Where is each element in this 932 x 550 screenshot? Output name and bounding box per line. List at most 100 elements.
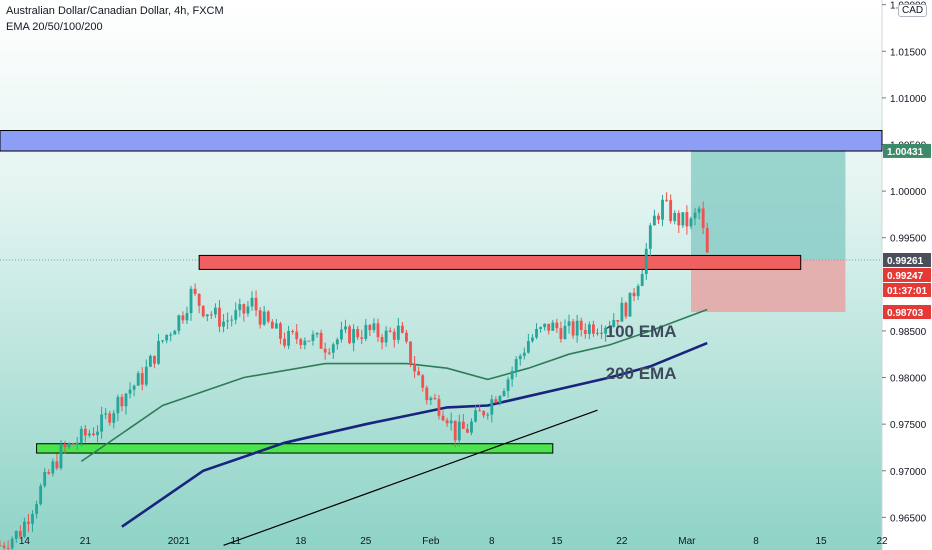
candle-body[interactable] xyxy=(421,375,425,388)
candle-body[interactable] xyxy=(453,420,457,441)
candle-body[interactable] xyxy=(396,325,400,340)
candle-body[interactable] xyxy=(100,414,104,432)
candle-body[interactable] xyxy=(425,387,429,401)
candle-body[interactable] xyxy=(71,443,75,445)
candle-body[interactable] xyxy=(673,212,677,222)
candle-body[interactable] xyxy=(339,329,343,340)
candle-body[interactable] xyxy=(620,302,624,322)
candle-body[interactable] xyxy=(303,340,307,346)
candle-body[interactable] xyxy=(140,373,144,385)
candle-body[interactable] xyxy=(87,433,91,436)
candle-body[interactable] xyxy=(644,248,648,275)
candle-body[interactable] xyxy=(567,321,571,326)
candle-body[interactable] xyxy=(628,292,632,317)
candle-body[interactable] xyxy=(502,391,506,397)
candle-body[interactable] xyxy=(242,304,246,314)
candle-body[interactable] xyxy=(335,339,339,345)
candle-body[interactable] xyxy=(246,306,250,314)
candle-body[interactable] xyxy=(283,338,286,346)
candle-body[interactable] xyxy=(482,411,486,416)
candle-body[interactable] xyxy=(51,461,55,474)
candle-body[interactable] xyxy=(181,315,185,321)
candle-body[interactable] xyxy=(364,324,368,339)
candle-body[interactable] xyxy=(128,389,132,394)
candle-body[interactable] xyxy=(201,305,205,317)
candle-body[interactable] xyxy=(701,208,705,228)
candle-body[interactable] xyxy=(648,225,652,249)
candle-body[interactable] xyxy=(705,227,709,253)
candle-body[interactable] xyxy=(112,413,116,423)
candle-body[interactable] xyxy=(551,322,555,331)
candle-body[interactable] xyxy=(35,504,39,514)
candle-body[interactable] xyxy=(258,310,262,325)
candle-body[interactable] xyxy=(514,359,518,371)
candle-body[interactable] xyxy=(2,545,6,548)
candle-body[interactable] xyxy=(287,330,291,346)
candle-body[interactable] xyxy=(327,352,331,354)
candle-body[interactable] xyxy=(575,320,579,336)
candle-body[interactable] xyxy=(587,324,591,334)
candle-body[interactable] xyxy=(632,292,636,297)
candle-body[interactable] xyxy=(596,332,599,334)
candle-body[interactable] xyxy=(132,385,136,390)
candle-body[interactable] xyxy=(291,330,295,332)
candle-body[interactable] xyxy=(39,485,43,505)
candle-body[interactable] xyxy=(612,320,616,327)
candle-body[interactable] xyxy=(55,461,59,469)
candle-body[interactable] xyxy=(104,413,108,415)
candle-body[interactable] xyxy=(14,530,18,539)
candle-body[interactable] xyxy=(429,397,433,401)
candle-body[interactable] xyxy=(165,334,169,341)
candle-body[interactable] xyxy=(531,337,534,342)
candle-body[interactable] xyxy=(295,331,299,340)
candle-body[interactable] xyxy=(681,212,685,226)
candle-body[interactable] xyxy=(27,521,30,524)
candle-body[interactable] xyxy=(461,421,465,429)
candle-body[interactable] xyxy=(108,413,112,423)
candle-body[interactable] xyxy=(254,297,258,311)
candle-body[interactable] xyxy=(319,332,323,349)
candle-body[interactable] xyxy=(640,274,644,286)
candle-body[interactable] xyxy=(470,421,473,433)
candle-body[interactable] xyxy=(490,399,494,415)
candle-body[interactable] xyxy=(67,443,71,448)
candle-body[interactable] xyxy=(563,325,567,339)
candle-body[interactable] xyxy=(177,315,181,331)
candle-body[interactable] xyxy=(604,327,608,334)
candle-body[interactable] xyxy=(92,433,95,436)
candle-body[interactable] xyxy=(652,215,656,226)
candle-body[interactable] xyxy=(559,328,563,339)
candle-body[interactable] xyxy=(474,410,477,422)
candle-body[interactable] xyxy=(433,397,437,400)
candle-body[interactable] xyxy=(669,200,673,222)
candle-body[interactable] xyxy=(388,330,392,332)
candle-body[interactable] xyxy=(465,428,469,433)
candle-body[interactable] xyxy=(693,212,697,219)
candle-body[interactable] xyxy=(368,324,372,331)
candle-body[interactable] xyxy=(124,393,128,407)
candle-body[interactable] xyxy=(226,320,230,322)
candle-body[interactable] xyxy=(205,314,209,317)
candle-body[interactable] xyxy=(665,199,669,201)
candle-body[interactable] xyxy=(18,530,22,537)
candle-body[interactable] xyxy=(661,199,664,220)
candle-body[interactable] xyxy=(547,323,551,331)
candle-body[interactable] xyxy=(279,323,282,339)
candle-body[interactable] xyxy=(486,414,490,416)
candle-body[interactable] xyxy=(234,310,238,320)
candle-body[interactable] xyxy=(413,364,417,372)
candle-body[interactable] xyxy=(518,355,522,360)
candle-body[interactable] xyxy=(274,323,278,329)
candle-body[interactable] xyxy=(136,373,140,386)
candle-body[interactable] xyxy=(392,331,396,340)
candle-body[interactable] xyxy=(323,348,327,353)
candle-body[interactable] xyxy=(685,212,689,227)
candle-body[interactable] xyxy=(209,314,213,316)
candle-body[interactable] xyxy=(405,332,408,342)
candle-body[interactable] xyxy=(43,471,47,486)
candle-body[interactable] xyxy=(409,341,412,365)
candle-body[interactable] xyxy=(116,396,120,414)
candle-body[interactable] xyxy=(169,334,173,336)
candle-body[interactable] xyxy=(270,321,274,329)
